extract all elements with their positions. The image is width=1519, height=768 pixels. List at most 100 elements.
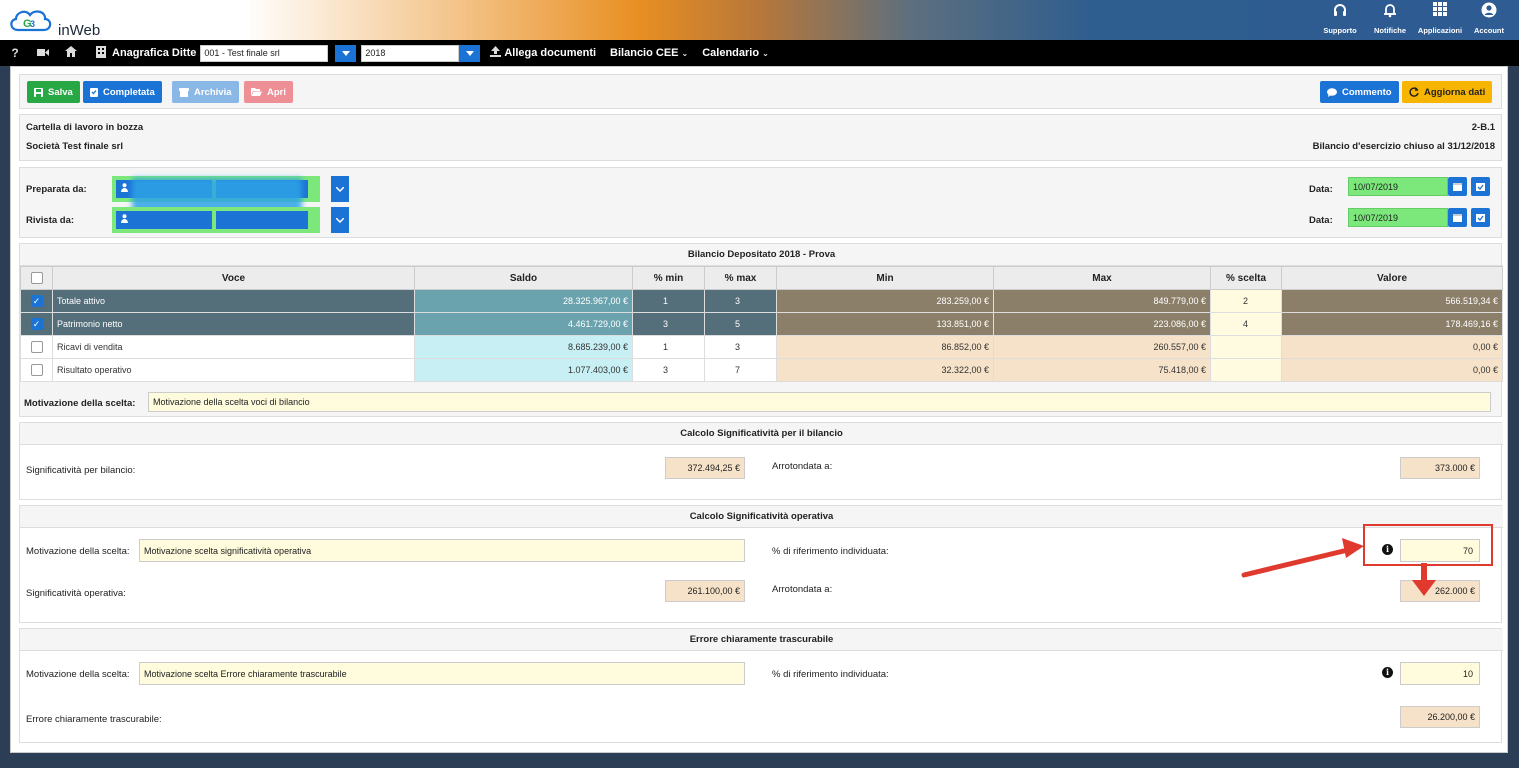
table-row[interactable]: ✓ Patrimonio netto 4.461.729,00 € 3 5 13… — [20, 312, 1503, 336]
rivista-date-input[interactable]: 10/07/2019 — [1348, 208, 1448, 227]
calendar-today-button[interactable] — [1471, 208, 1490, 227]
notifications-button[interactable]: Notifiche — [1365, 2, 1415, 35]
app-logo[interactable]: G 3 inWeb — [6, 4, 126, 39]
col-saldo: Saldo — [414, 266, 633, 290]
sig-operativa-section: Calcolo Significatività operativa Motiva… — [19, 505, 1503, 623]
data-label: Data: — [1309, 184, 1333, 195]
company-dropdown-button[interactable] — [335, 44, 357, 62]
sig-operativa-arrot-value: 262.000 € — [1400, 580, 1480, 602]
allega-documenti-link[interactable]: Allega documenti — [504, 47, 597, 59]
applications-button[interactable]: Applicazioni — [1415, 2, 1465, 35]
chevron-down-icon — [336, 186, 344, 192]
sig-operativa-value: 261.100,00 € — [665, 580, 745, 602]
year-select[interactable]: 2018 — [361, 44, 481, 62]
table-header-row: Voce Saldo % min % max Min Max % scelta … — [20, 266, 1503, 290]
max-cell: 849.779,00 € — [993, 289, 1211, 313]
archive-icon — [179, 87, 189, 97]
min-cell: 133.851,00 € — [776, 312, 994, 336]
motivazione-label: Motivazione della scelta: — [24, 398, 136, 409]
rivista-user-select[interactable] — [112, 207, 320, 233]
preparata-dropdown-button[interactable] — [331, 176, 349, 202]
calendar-today-button[interactable] — [1471, 177, 1490, 196]
info-icon[interactable]: i — [1382, 667, 1393, 678]
saldo-cell: 1.077.403,00 € — [414, 358, 633, 382]
errore-label: Errore chiaramente trascurabile: — [26, 714, 162, 725]
sig-operativa-motivazione-input[interactable]: Motivazione scelta significatività opera… — [139, 539, 745, 562]
valore-cell: 0,00 € — [1281, 358, 1503, 382]
calendar-icon — [1453, 183, 1462, 191]
errore-motivazione-input[interactable]: Motivazione scelta Errore chiaramente tr… — [139, 662, 745, 685]
svg-text:G: G — [23, 18, 32, 30]
support-button[interactable]: Supporto — [1315, 2, 1365, 35]
account-label: Account — [1474, 26, 1504, 35]
scelta-input[interactable] — [1210, 335, 1282, 359]
archivia-button[interactable]: Archivia — [172, 81, 239, 103]
calendar-button[interactable] — [1448, 177, 1467, 196]
company-name: Società Test finale srl — [26, 141, 123, 152]
preparata-user-select[interactable] — [112, 176, 320, 228]
period-text: Bilancio d'esercizio chiuso al 31/12/201… — [1312, 141, 1495, 152]
aggiorna-dati-button[interactable]: Aggiorna dati — [1402, 81, 1493, 103]
bilancio-section: Bilancio Depositato 2018 - Prova Voce Sa… — [19, 243, 1503, 417]
commento-button[interactable]: Commento — [1320, 81, 1399, 103]
row-checkbox-cell: ✓ — [20, 289, 53, 313]
account-button[interactable]: Account — [1465, 2, 1513, 35]
scelta-input[interactable]: 2 — [1210, 289, 1282, 313]
year-dropdown-button[interactable] — [459, 44, 481, 62]
video-icon[interactable] — [34, 46, 52, 60]
row-checkbox[interactable] — [30, 364, 43, 376]
valore-cell: 178.469,16 € — [1281, 312, 1503, 336]
completata-label: Completata — [103, 86, 155, 98]
errore-value: 26.200,00 € — [1400, 706, 1480, 728]
sig-operativa-perc-input[interactable]: 70 — [1400, 539, 1480, 562]
headset-icon — [1315, 2, 1365, 20]
user-icon — [121, 214, 128, 225]
row-checkbox[interactable] — [30, 341, 43, 353]
preparata-date-input[interactable]: 10/07/2019 — [1348, 177, 1448, 196]
main-panel: Salva Completata Archivia Apri Commento … — [10, 66, 1508, 753]
row-checkbox[interactable]: ✓ — [30, 295, 43, 307]
row-checkbox[interactable]: ✓ — [30, 318, 43, 330]
col-valore: Valore — [1281, 266, 1503, 290]
bell-icon — [1365, 2, 1415, 20]
voce-cell: Patrimonio netto — [52, 312, 415, 336]
table-row[interactable]: Ricavi di vendita 8.685.239,00 € 1 3 86.… — [20, 335, 1503, 359]
motivazione-input[interactable]: Motivazione della scelta voci di bilanci… — [148, 392, 1491, 412]
pmax-cell: 3 — [704, 335, 777, 359]
errore-perc-input[interactable]: 10 — [1400, 662, 1480, 685]
scelta-input[interactable]: 4 — [1210, 312, 1282, 336]
voce-cell: Totale attivo — [52, 289, 415, 313]
apri-button[interactable]: Apri — [244, 81, 293, 103]
aggiorna-dati-label: Aggiorna dati — [1424, 86, 1486, 98]
pmin-cell: 3 — [632, 312, 705, 336]
col-pmin: % min — [632, 266, 705, 290]
bilancio-cee-menu[interactable]: Bilancio CEE ⌄ — [610, 47, 688, 59]
apri-label: Apri — [267, 86, 286, 98]
calendario-menu[interactable]: Calendario ⌄ — [702, 47, 769, 59]
sig-bilancio-section: Calcolo Significatività per il bilancio … — [19, 422, 1503, 500]
table-row[interactable]: Risultato operativo 1.077.403,00 € 3 7 3… — [20, 358, 1503, 382]
completata-button[interactable]: Completata — [83, 81, 162, 103]
scelta-input[interactable] — [1210, 358, 1282, 382]
save-button[interactable]: Salva — [27, 81, 80, 103]
floppy-icon — [34, 87, 43, 97]
chevron-down-icon — [336, 217, 344, 223]
home-icon[interactable] — [62, 46, 80, 60]
pmin-cell: 1 — [632, 289, 705, 313]
select-all-checkbox[interactable] — [30, 272, 43, 284]
anagrafica-ditte-link[interactable]: Anagrafica Ditte — [112, 47, 197, 59]
help-icon[interactable]: ? — [11, 46, 19, 60]
company-select[interactable]: 001 - Test finale srl — [200, 44, 357, 62]
status-text: Cartella di lavoro in bozza — [26, 122, 144, 133]
max-cell: 223.086,00 € — [993, 312, 1211, 336]
document-code: 2-B.1 — [1471, 122, 1495, 133]
select-all-header — [20, 266, 53, 290]
grid-icon — [1415, 2, 1465, 20]
table-row[interactable]: ✓ Totale attivo 28.325.967,00 € 1 3 283.… — [20, 289, 1503, 313]
calendar-button[interactable] — [1448, 208, 1467, 227]
row-checkbox-cell: ✓ — [20, 312, 53, 336]
calendar-check-icon — [1476, 214, 1485, 222]
info-icon[interactable]: i — [1382, 544, 1393, 555]
rivista-dropdown-button[interactable] — [331, 207, 349, 233]
row-checkbox-cell — [20, 335, 53, 359]
